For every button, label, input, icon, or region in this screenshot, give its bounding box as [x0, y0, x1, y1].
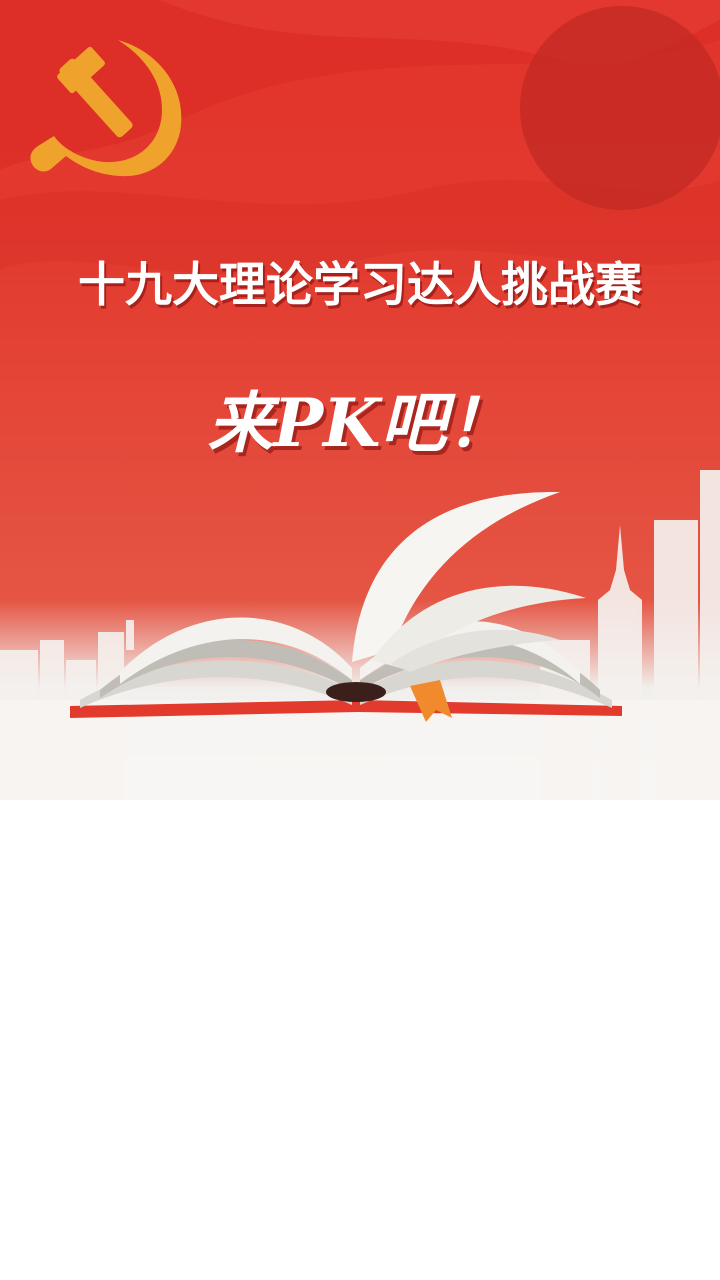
open-book-icon [70, 491, 622, 722]
content-area [0, 800, 720, 1280]
page-title: 十九大理论学习达人挑战赛 [78, 258, 642, 313]
page-subtitle: 来PK吧！ [207, 384, 513, 462]
hero-banner: 十九大理论学习达人挑战赛 来PK吧！ [0, 0, 720, 800]
hammer-and-sickle-icon [30, 40, 182, 177]
flag-fold [0, 0, 720, 170]
sun-circle [520, 6, 720, 210]
flag-fold [0, 180, 720, 275]
banner-artwork [0, 0, 720, 800]
